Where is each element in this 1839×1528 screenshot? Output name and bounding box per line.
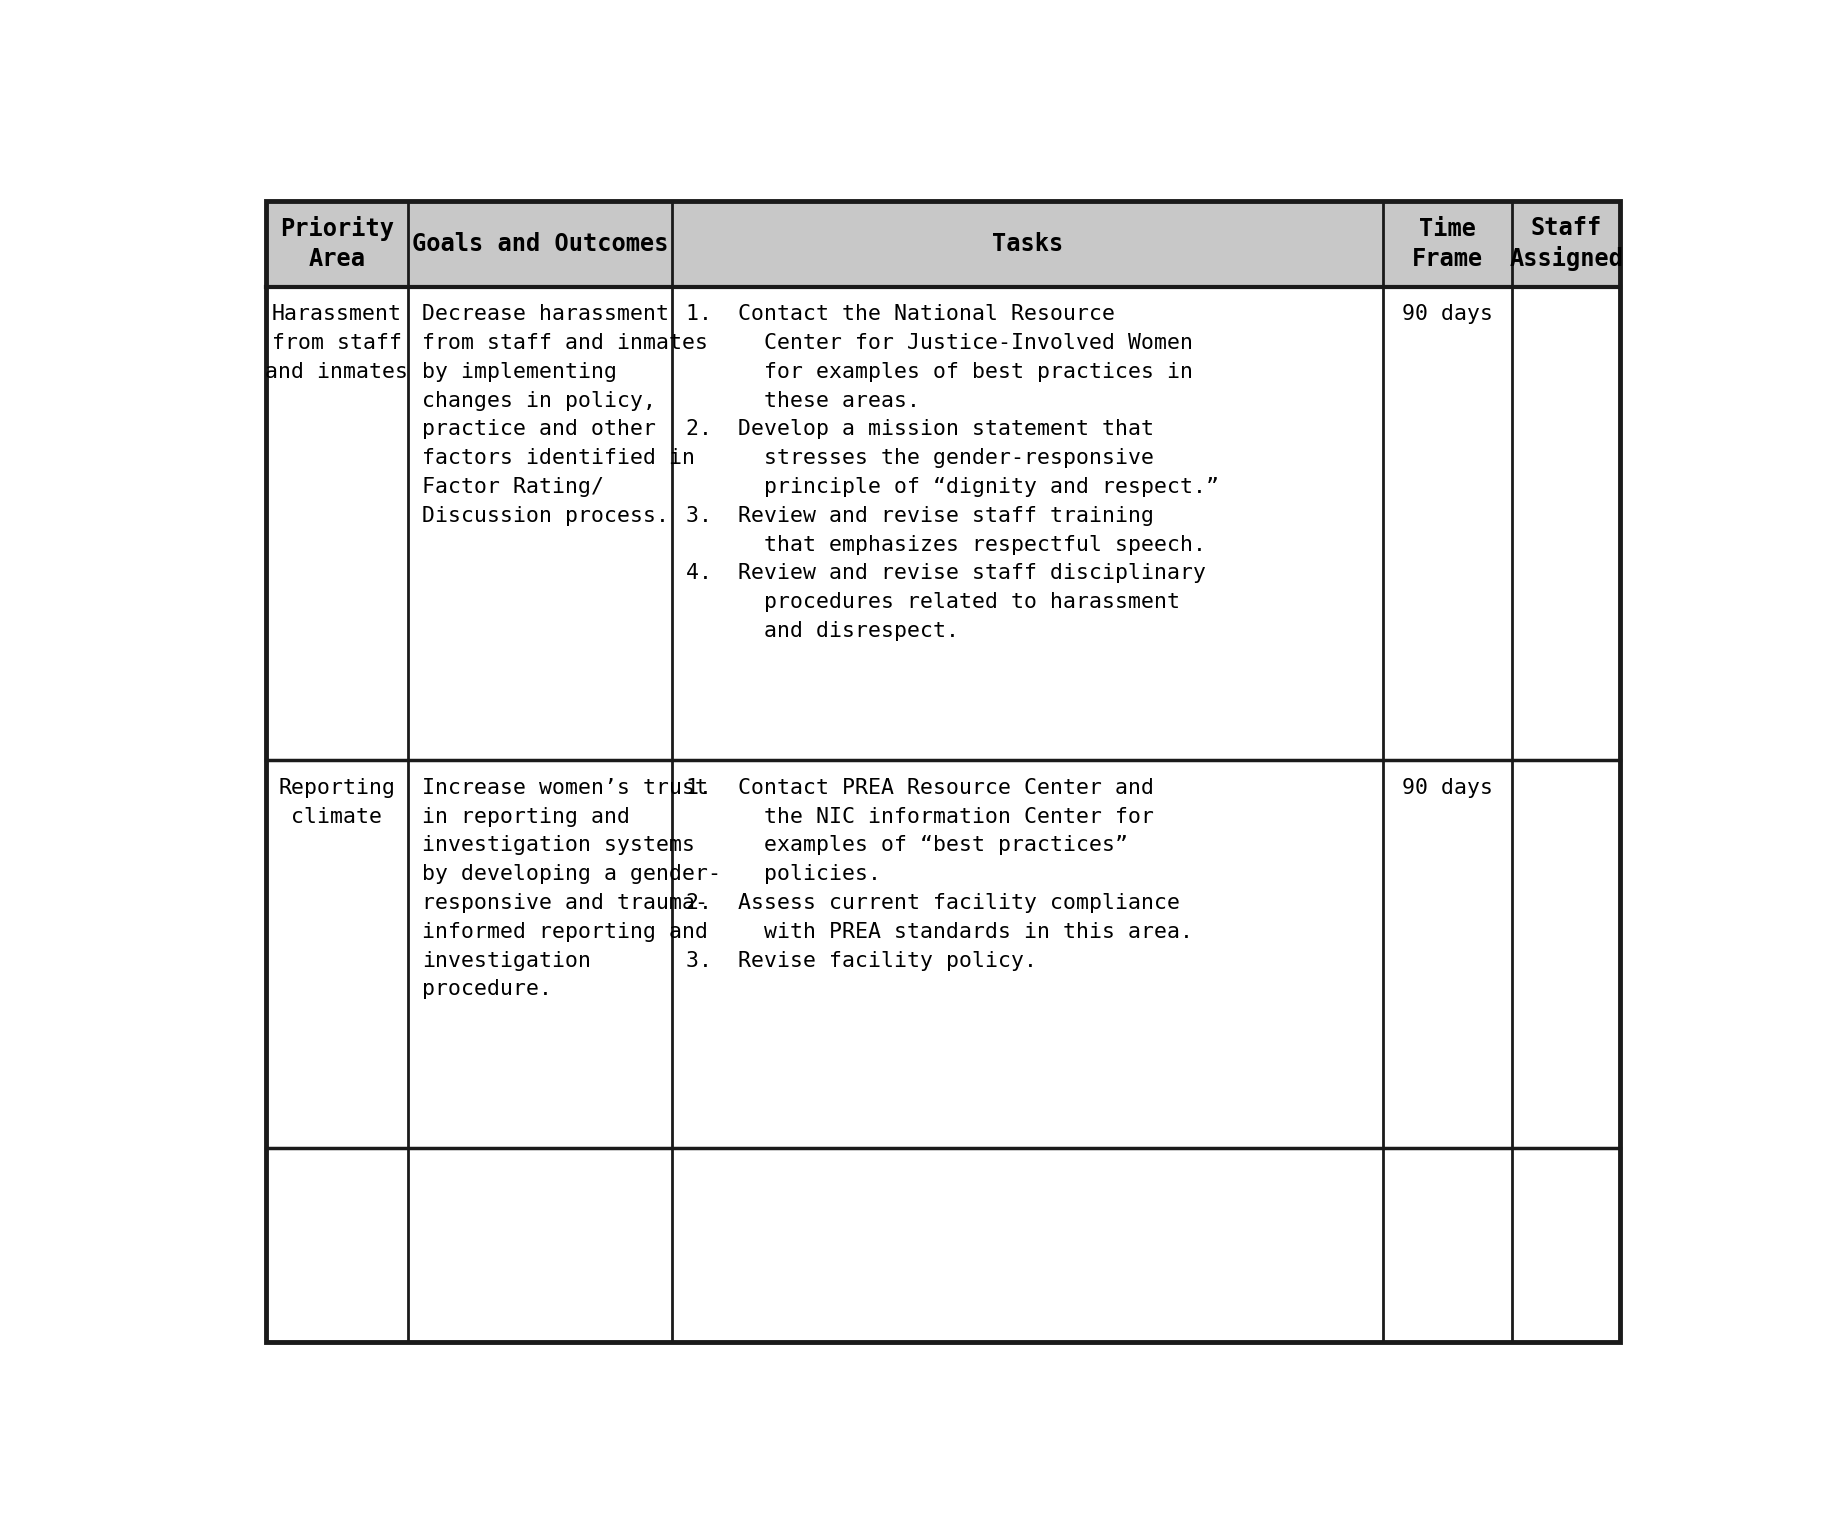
Bar [1512,287,1620,761]
Bar [1383,287,1512,761]
Bar [1512,202,1620,287]
Text: Priority
Area: Priority Area [280,217,394,270]
Bar [408,1148,671,1342]
Text: Tasks: Tasks [991,232,1063,255]
Text: 1.  Contact the National Resource
      Center for Justice-Involved Women
      : 1. Contact the National Resource Center … [686,304,1219,642]
Text: 90 days: 90 days [1401,778,1491,798]
Text: Decrease harassment
from staff and inmates
by implementing
changes in policy,
pr: Decrease harassment from staff and inmat… [421,304,708,526]
Bar [1383,761,1512,1148]
Bar [1512,761,1620,1148]
Text: Time
Frame: Time Frame [1411,217,1482,270]
Text: Goals and Outcomes: Goals and Outcomes [412,232,668,255]
Bar [408,761,671,1148]
Bar [671,202,1383,287]
Text: 90 days: 90 days [1401,304,1491,324]
Text: Increase women’s trust
in reporting and
investigation systems
by developing a ge: Increase women’s trust in reporting and … [421,778,721,999]
Bar [265,761,408,1148]
Bar [671,1148,1383,1342]
Bar [1383,202,1512,287]
Bar [1512,1148,1620,1342]
Bar [408,287,671,761]
Text: 1.  Contact PREA Resource Center and
      the NIC information Center for
      : 1. Contact PREA Resource Center and the … [686,778,1194,970]
Bar [265,1148,408,1342]
Text: Reporting
climate: Reporting climate [278,778,395,827]
Bar [265,287,408,761]
Text: Harassment
from staff
and inmates: Harassment from staff and inmates [265,304,408,382]
Bar [265,202,408,287]
Bar [1383,1148,1512,1342]
Bar [671,287,1383,761]
Bar [408,202,671,287]
Text: Staff
Assigned: Staff Assigned [1508,217,1622,272]
Bar [671,761,1383,1148]
